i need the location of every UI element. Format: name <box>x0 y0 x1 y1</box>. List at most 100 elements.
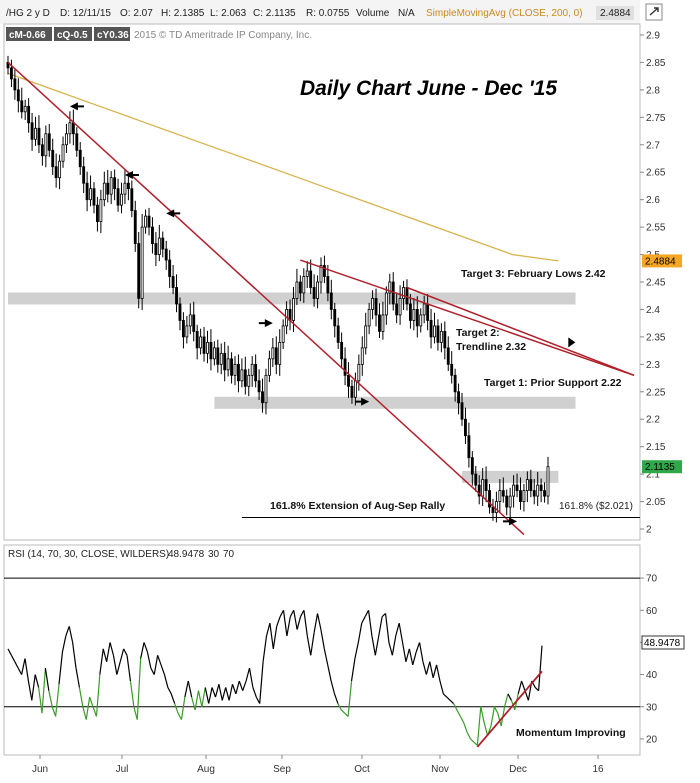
close-price-tag-text: 2.1135 <box>645 462 675 473</box>
rsi-segment <box>194 690 200 711</box>
rsi-segment <box>330 680 336 695</box>
expand-icon[interactable] <box>645 3 663 21</box>
candle <box>206 330 209 364</box>
candle <box>525 471 529 503</box>
candle <box>457 383 461 415</box>
candle <box>257 369 261 401</box>
trendlines <box>7 61 635 536</box>
candle <box>61 136 65 168</box>
rsi-segment <box>401 642 407 662</box>
price-tick-label: 2.1 <box>646 470 660 481</box>
support-bands <box>8 292 576 483</box>
rsi-segment <box>170 693 176 704</box>
price-tick-label: 2.7 <box>646 140 660 151</box>
price-tick-label: 2.65 <box>646 168 666 179</box>
rsi-segment <box>418 642 424 662</box>
x-tick-label: Jun <box>32 764 48 775</box>
candle <box>237 354 240 393</box>
rsi-segment <box>55 684 60 717</box>
header-sma-value: 2.4884 <box>600 8 631 19</box>
candle <box>512 475 516 508</box>
rsi-segment <box>306 635 312 656</box>
rsi-segment <box>316 613 322 630</box>
rsi-segment <box>493 706 499 714</box>
candle <box>350 379 354 404</box>
rsi-segment <box>327 664 332 682</box>
candle <box>347 362 350 398</box>
candle <box>137 232 141 309</box>
rsi-tick-label: 70 <box>646 574 658 585</box>
candle <box>474 465 478 492</box>
trendline <box>406 286 635 377</box>
rsi-value-tag: 48.9478 <box>641 635 685 650</box>
candle <box>381 301 385 340</box>
rsi-segment <box>24 658 30 682</box>
candle <box>302 268 306 303</box>
arrow-markers <box>69 102 576 526</box>
candle <box>6 55 10 75</box>
badge-cy-text: cY0.36 <box>97 30 129 41</box>
candle <box>464 407 467 444</box>
candle <box>82 156 86 194</box>
annotation-target-1: Target 1: Prior Support 2.22 <box>484 377 622 389</box>
rsi-segment <box>473 741 478 746</box>
candle <box>529 469 533 498</box>
candle <box>120 182 123 214</box>
candle <box>326 264 330 302</box>
candle <box>85 171 89 212</box>
rsi-segment <box>286 616 291 637</box>
rsi-segment <box>150 667 155 675</box>
rsi-tick-label: 30 <box>646 702 658 713</box>
rsi-segment <box>378 616 383 637</box>
rsi-segment <box>429 661 434 678</box>
candle <box>470 451 474 486</box>
rsi-segment <box>180 697 186 720</box>
candle <box>250 356 254 387</box>
rsi-segment <box>521 680 526 691</box>
arrow-marker <box>166 209 181 218</box>
price-tick-label: 2.8 <box>646 85 660 96</box>
rsi-segment <box>95 674 101 717</box>
candle <box>371 290 375 320</box>
rsi-level-70: 70 <box>223 549 235 560</box>
trendline <box>300 259 635 377</box>
candle <box>333 302 337 338</box>
rsi-segment <box>483 722 489 736</box>
header-sma-label: SimpleMovingAvg (CLOSE, 200, 0) <box>426 8 583 19</box>
rsi-title: RSI (14, 70, 30, CLOSE, WILDERS) <box>8 549 169 560</box>
candle <box>433 312 436 344</box>
rsi-segment <box>504 693 509 707</box>
candle <box>44 125 48 168</box>
price-tick-label: 2.4 <box>646 305 660 316</box>
candle <box>71 109 75 146</box>
arrow-marker <box>69 102 84 111</box>
rsi-segment <box>320 629 325 649</box>
candle <box>515 473 519 498</box>
rsi-panel-frame <box>3 544 641 756</box>
annotation-target-2: Target 2: <box>456 327 500 339</box>
price-tick-label: 2.05 <box>646 497 666 508</box>
candle <box>357 354 361 391</box>
rsi-segment <box>255 696 261 704</box>
rsi-segment <box>435 664 441 682</box>
candle <box>319 257 323 294</box>
candle <box>230 352 233 384</box>
price-panel: 22.052.12.152.22.252.32.352.42.452.52.55… <box>3 23 682 541</box>
candle <box>68 111 72 144</box>
candle <box>133 200 137 252</box>
rsi-segment <box>48 690 53 707</box>
rsi-segment <box>38 687 43 714</box>
rsi-segment <box>167 687 172 695</box>
header-high: H: 2.1385 <box>161 8 205 19</box>
candle <box>539 478 543 503</box>
rsi-segment <box>21 658 26 675</box>
chart-title: Daily Chart June - Dec '15 <box>300 77 557 100</box>
rsi-segment <box>10 655 16 662</box>
candle <box>209 329 213 371</box>
rsi-segment <box>112 655 118 675</box>
rsi-segment <box>187 680 193 698</box>
rsi-segment <box>497 713 502 727</box>
candle <box>223 341 227 382</box>
candle <box>340 332 344 368</box>
annotation-target-3: Target 3: February Lows 2.42 <box>461 268 606 280</box>
